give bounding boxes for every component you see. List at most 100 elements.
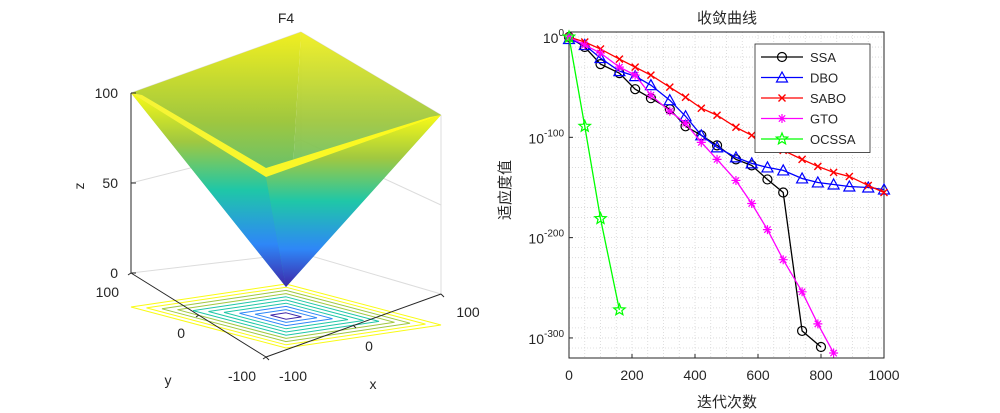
contour-line xyxy=(270,312,302,320)
data-point-ssa xyxy=(778,187,789,198)
legend-marker-dbo xyxy=(775,70,789,83)
contour-line xyxy=(161,289,411,343)
data-point-dbo xyxy=(663,93,677,106)
data-point-gto xyxy=(614,62,624,72)
y-tick-0: 0 xyxy=(177,325,185,341)
series-gto xyxy=(564,32,839,358)
legend-marker-gto xyxy=(777,114,787,123)
data-point-dbo xyxy=(729,150,743,163)
y-tick-label: 10-300 xyxy=(528,329,564,347)
data-point-sabo xyxy=(646,71,655,80)
contour-line xyxy=(223,302,349,330)
data-point-sabo xyxy=(731,123,740,132)
data-point-sabo xyxy=(798,155,807,164)
x-tick-0: 0 xyxy=(365,338,373,354)
data-point-sabo xyxy=(880,188,888,197)
legend-marker-sabo xyxy=(778,94,786,102)
data-point-sabo xyxy=(713,111,722,120)
data-point-ocssa xyxy=(577,118,593,133)
data-point-sabo xyxy=(813,162,822,171)
data-point-dbo xyxy=(760,160,774,173)
data-point-gto xyxy=(665,106,675,116)
data-point-sabo xyxy=(615,55,624,64)
data-point-dbo xyxy=(776,163,790,176)
data-point-sabo xyxy=(864,181,873,190)
legend-item-ssa: SSA xyxy=(761,50,836,65)
data-point-sabo xyxy=(829,168,838,177)
legend-marker-ssa xyxy=(776,51,788,63)
data-point-gto xyxy=(630,70,640,80)
legend-label-gto: GTO xyxy=(810,112,838,127)
legend-item-sabo: SABO xyxy=(761,91,846,106)
series-ssa xyxy=(563,31,827,353)
surface-title: F4 xyxy=(278,10,295,26)
data-point-gto xyxy=(731,175,741,185)
legend-label-ocssa: OCSSA xyxy=(810,132,856,147)
x-axis-title: 迭代次数 xyxy=(697,393,757,411)
contour-line xyxy=(208,299,364,333)
surface-plot-panel: F4 100 50 0 z 100 0 -100 y -100 0 100 x xyxy=(71,10,480,392)
y-axis-label: y xyxy=(165,372,172,388)
legend-item-dbo: DBO xyxy=(761,71,838,86)
z-tick-100: 100 xyxy=(95,85,119,101)
legend-label-sabo: SABO xyxy=(810,91,846,106)
legend-label-ssa: SSA xyxy=(810,50,836,65)
x-tick-100: 100 xyxy=(456,304,480,320)
data-point-gto xyxy=(813,319,823,329)
legend-item-ocssa: OCSSA xyxy=(761,131,856,147)
data-point-sabo xyxy=(631,63,640,72)
data-point-sabo xyxy=(845,172,854,181)
chart-title: 收敛曲线 xyxy=(697,9,757,27)
data-point-sabo xyxy=(747,131,756,140)
x-axis-label: x xyxy=(370,376,377,392)
data-point-dbo xyxy=(842,179,856,192)
data-point-gto xyxy=(596,48,605,58)
data-point-gto xyxy=(580,40,590,50)
data-point-gto xyxy=(646,90,656,100)
data-point-gto xyxy=(829,348,839,358)
series-line-sabo xyxy=(568,36,885,194)
data-point-dbo xyxy=(811,175,825,188)
legend-marker-ocssa xyxy=(774,131,790,146)
contour-line xyxy=(177,293,395,339)
y-tick-100: 100 xyxy=(96,284,120,300)
data-point-dbo xyxy=(710,140,724,153)
data-point-ssa xyxy=(762,174,773,185)
legend-item-gto: GTO xyxy=(761,112,838,127)
x-tick-label: 600 xyxy=(746,367,770,383)
y-axis-title: 适应度值 xyxy=(496,160,514,220)
data-point-ssa xyxy=(630,84,641,95)
data-point-gto xyxy=(696,137,706,147)
y-tick-minus100: -100 xyxy=(228,368,256,384)
series-line-ssa xyxy=(568,36,822,348)
data-point-dbo xyxy=(795,171,809,184)
z-tick-0: 0 xyxy=(110,265,118,281)
data-point-ssa xyxy=(815,341,827,353)
x-tick-label: 400 xyxy=(683,367,707,383)
convergence-chart: 0 200 400 600 800 1000 100 10-100 10-200 10-300 收… xyxy=(496,9,900,411)
data-point-dbo xyxy=(593,51,608,64)
series-ocssa xyxy=(561,29,627,317)
data-point-gto xyxy=(762,225,772,235)
data-point-dbo xyxy=(827,177,841,190)
data-point-gto xyxy=(778,255,788,265)
z-tick-50: 50 xyxy=(102,175,118,191)
axis-ticks: 0 200 400 600 800 1000 100 10-100 10-200 10-300 xyxy=(528,28,899,383)
plot-area-frame xyxy=(568,31,885,359)
contour-line xyxy=(239,305,333,327)
data-point-sabo xyxy=(665,83,674,92)
data-point-ocssa xyxy=(593,210,608,225)
z-axis-label: z xyxy=(71,183,87,190)
data-point-dbo xyxy=(644,78,658,91)
legend: SSA DBO SABO GTO OCSSA xyxy=(754,43,871,153)
data-point-ocssa xyxy=(612,302,627,317)
contour-line xyxy=(130,283,442,349)
data-point-sabo xyxy=(697,104,706,113)
data-point-ocssa xyxy=(561,29,577,44)
x-tick-label: 1000 xyxy=(868,367,899,383)
data-point-ssa xyxy=(796,325,808,337)
data-point-gto xyxy=(681,118,691,128)
legend-label-dbo: DBO xyxy=(810,71,838,86)
contour-line xyxy=(146,286,426,346)
series-line-ocssa xyxy=(568,36,621,310)
